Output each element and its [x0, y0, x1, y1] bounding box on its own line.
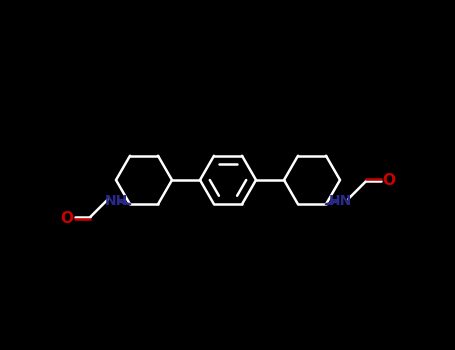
Text: HN: HN [329, 194, 352, 208]
Text: O: O [383, 173, 395, 188]
Text: O: O [61, 211, 74, 226]
Text: NH: NH [104, 194, 127, 208]
